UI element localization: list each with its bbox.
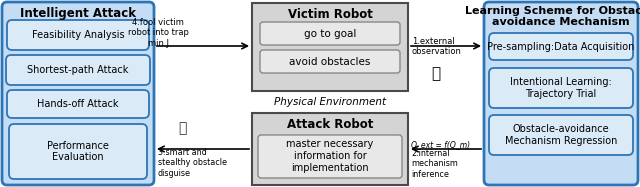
Text: 4.fool victim
robot into trap
min J: 4.fool victim robot into trap min J	[127, 18, 188, 48]
FancyBboxPatch shape	[7, 90, 149, 118]
Text: Intentional Learning:
Trajectory Trial: Intentional Learning: Trajectory Trial	[510, 77, 612, 99]
Text: Feasibility Analysis: Feasibility Analysis	[32, 30, 124, 40]
FancyBboxPatch shape	[489, 115, 633, 155]
Bar	[252, 113, 408, 185]
Text: Hands-off Attack: Hands-off Attack	[37, 99, 119, 109]
FancyBboxPatch shape	[7, 20, 149, 50]
Text: Attack Robot: Attack Robot	[287, 117, 373, 131]
Text: Victim Robot: Victim Robot	[287, 7, 372, 21]
Text: Obstacle-avoidance
Mechanism Regression: Obstacle-avoidance Mechanism Regression	[505, 124, 617, 146]
Text: avoid obstacles: avoid obstacles	[289, 56, 371, 67]
Text: 3.smart and
stealthy obstacle
disguise: 3.smart and stealthy obstacle disguise	[158, 148, 227, 178]
Text: go to goal: go to goal	[304, 28, 356, 39]
Text: avoidance Mechanism: avoidance Mechanism	[492, 17, 630, 27]
Text: Performance
Evaluation: Performance Evaluation	[47, 141, 109, 162]
FancyBboxPatch shape	[9, 124, 147, 179]
Text: Q_ext = f(Q_m): Q_ext = f(Q_m)	[411, 140, 470, 149]
Bar	[252, 3, 408, 91]
Text: Pre-sampling:Data Acquisition: Pre-sampling:Data Acquisition	[487, 42, 635, 51]
Text: 📹: 📹	[431, 67, 440, 82]
Text: Shortest-path Attack: Shortest-path Attack	[28, 65, 129, 75]
Text: master necessary
information for
implementation: master necessary information for impleme…	[286, 139, 374, 173]
Text: 👤: 👤	[178, 121, 186, 135]
Text: 2.internal
mechanism
inference: 2.internal mechanism inference	[411, 149, 458, 179]
Text: Learning Scheme for Obstacle-: Learning Scheme for Obstacle-	[465, 6, 640, 16]
FancyBboxPatch shape	[489, 68, 633, 108]
FancyBboxPatch shape	[484, 2, 638, 185]
FancyBboxPatch shape	[2, 2, 154, 185]
FancyBboxPatch shape	[260, 22, 400, 45]
Text: Intelligent Attack: Intelligent Attack	[20, 7, 136, 19]
Text: 1.external
observation: 1.external observation	[412, 37, 462, 56]
FancyBboxPatch shape	[258, 135, 402, 178]
FancyBboxPatch shape	[489, 33, 633, 60]
FancyBboxPatch shape	[6, 55, 150, 85]
Text: Physical Environment: Physical Environment	[274, 97, 386, 107]
FancyBboxPatch shape	[260, 50, 400, 73]
